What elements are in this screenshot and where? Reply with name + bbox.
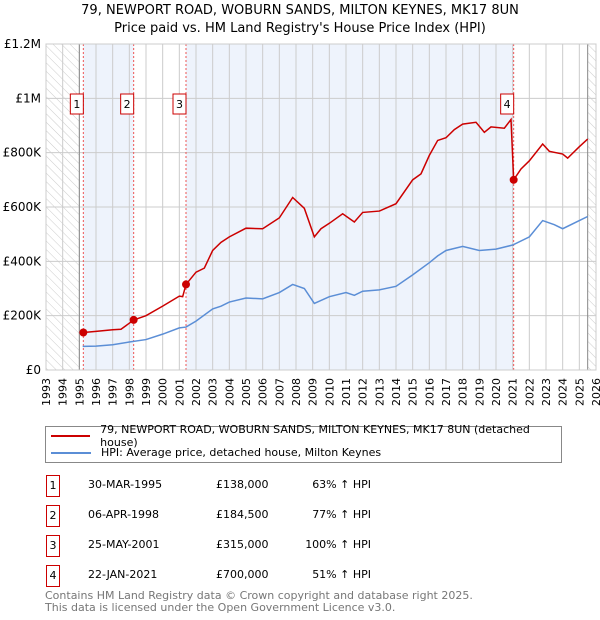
sale-point [79, 328, 88, 337]
sale-label: 1 [73, 98, 80, 111]
x-tick-label: 2011 [340, 378, 353, 406]
sale-number-badge: 3 [46, 535, 60, 557]
x-tick-label: 2002 [190, 378, 203, 406]
x-tick-label: 1999 [140, 378, 153, 406]
sale-number-badge: 1 [46, 475, 60, 497]
sale-price: £138,000 [216, 478, 269, 491]
y-tick-label: £1.2M [4, 37, 41, 51]
legend-label: 79, NEWPORT ROAD, WOBURN SANDS, MILTON K… [100, 422, 530, 449]
legend: 79, NEWPORT ROAD, WOBURN SANDS, MILTON K… [45, 423, 562, 463]
footer-line2: This data is licensed under the Open Gov… [45, 601, 396, 614]
sale-date: 22-JAN-2021 [88, 568, 158, 581]
sale-date: 25-MAY-2001 [88, 538, 160, 551]
x-tick-label: 2001 [173, 378, 186, 406]
x-tick-label: 2008 [290, 378, 303, 406]
sale-hpi-change: 77% ↑ HPI [312, 508, 371, 521]
plot-border [45, 43, 597, 371]
x-tick-label: 2025 [573, 378, 586, 406]
legend-swatch-blue [51, 451, 91, 454]
x-tick-label: 2018 [457, 378, 470, 406]
x-tick-label: 2013 [373, 378, 386, 406]
sale-label: 2 [124, 98, 131, 111]
x-tick-label: 2010 [323, 378, 336, 406]
sale-label-box [172, 93, 187, 115]
x-tick-label: 2007 [273, 378, 286, 406]
y-tick-label: £200K [3, 309, 43, 323]
x-tick-label: 2020 [490, 378, 503, 406]
sale-label-box [69, 93, 84, 115]
x-tick-label: 2026 [590, 378, 600, 406]
sale-point [182, 280, 190, 289]
legend-item-property: 79, NEWPORT ROAD, WOBURN SANDS, MILTON K… [46, 423, 561, 449]
legend-swatch-red [51, 434, 91, 437]
hpi-series-line [82, 215, 588, 348]
x-tick-label: 2009 [307, 378, 320, 406]
sale-point [509, 175, 518, 184]
chart-title: 79, NEWPORT ROAD, WOBURN SANDS, MILTON K… [81, 3, 519, 18]
x-tick-label: 1997 [107, 378, 120, 406]
sale-hpi-change: 63% ↑ HPI [312, 478, 371, 491]
x-tick-label: 2005 [240, 378, 253, 406]
y-tick-label: £400K [3, 254, 43, 268]
sale-number-badge: 4 [46, 565, 60, 587]
sale-label: 4 [504, 98, 511, 111]
sale-label-box [120, 93, 135, 115]
sale-date: 30-MAR-1995 [88, 478, 163, 491]
sale-point [129, 315, 138, 324]
x-tick-label: 2022 [523, 378, 536, 406]
x-tick-label: 2004 [223, 378, 236, 406]
price-chart: 1993 1994 1995 1996 1997 1998 1999 2000 2001 2002… [3, 37, 600, 406]
sale-label-box [500, 93, 515, 115]
legend-label: HPI: Average price, detached house, Milt… [101, 446, 382, 459]
sale-hpi-change: 51% ↑ HPI [312, 568, 371, 581]
x-tick-label: 2023 [540, 378, 553, 406]
x-tick-label: 1994 [57, 378, 70, 406]
x-tick-label: 2014 [390, 378, 403, 406]
sale-price: £700,000 [216, 568, 269, 581]
footer-line1: Contains HM Land Registry data © Crown c… [45, 589, 473, 602]
x-tick-label: 2003 [207, 378, 220, 406]
y-tick-label: £600K [3, 200, 43, 214]
x-tick-label: 2016 [423, 378, 436, 406]
x-tick-label: 1995 [73, 378, 86, 406]
x-tick-label: 1993 [40, 378, 53, 406]
x-tick-label: 2019 [473, 378, 486, 406]
x-tick-label: 2006 [257, 378, 270, 406]
sale-price: £184,500 [216, 508, 269, 521]
sale-date: 06-APR-1998 [88, 508, 160, 521]
x-tick-label: 2012 [357, 378, 370, 406]
y-tick-label: £800K [3, 146, 43, 160]
sale-label: 3 [176, 98, 183, 111]
x-tick-label: 2000 [157, 378, 170, 406]
x-tick-label: 2015 [407, 378, 420, 406]
chart-subtitle: Price paid vs. HM Land Registry's House … [114, 21, 486, 36]
x-tick-label: 2024 [557, 378, 570, 406]
sale-price: £315,000 [216, 538, 269, 551]
legend-item-hpi: HPI: Average price, detached house, Milt… [46, 444, 381, 461]
x-tick-label: 1996 [90, 378, 103, 406]
x-tick-label: 1998 [123, 378, 136, 406]
y-tick-label: £0 [26, 363, 41, 377]
sale-hpi-change: 100% ↑ HPI [305, 538, 371, 551]
x-tick-label: 2021 [507, 378, 520, 406]
y-tick-label: £1M [15, 91, 41, 105]
sale-number-badge: 2 [46, 505, 60, 527]
x-tick-label: 2017 [440, 378, 453, 406]
